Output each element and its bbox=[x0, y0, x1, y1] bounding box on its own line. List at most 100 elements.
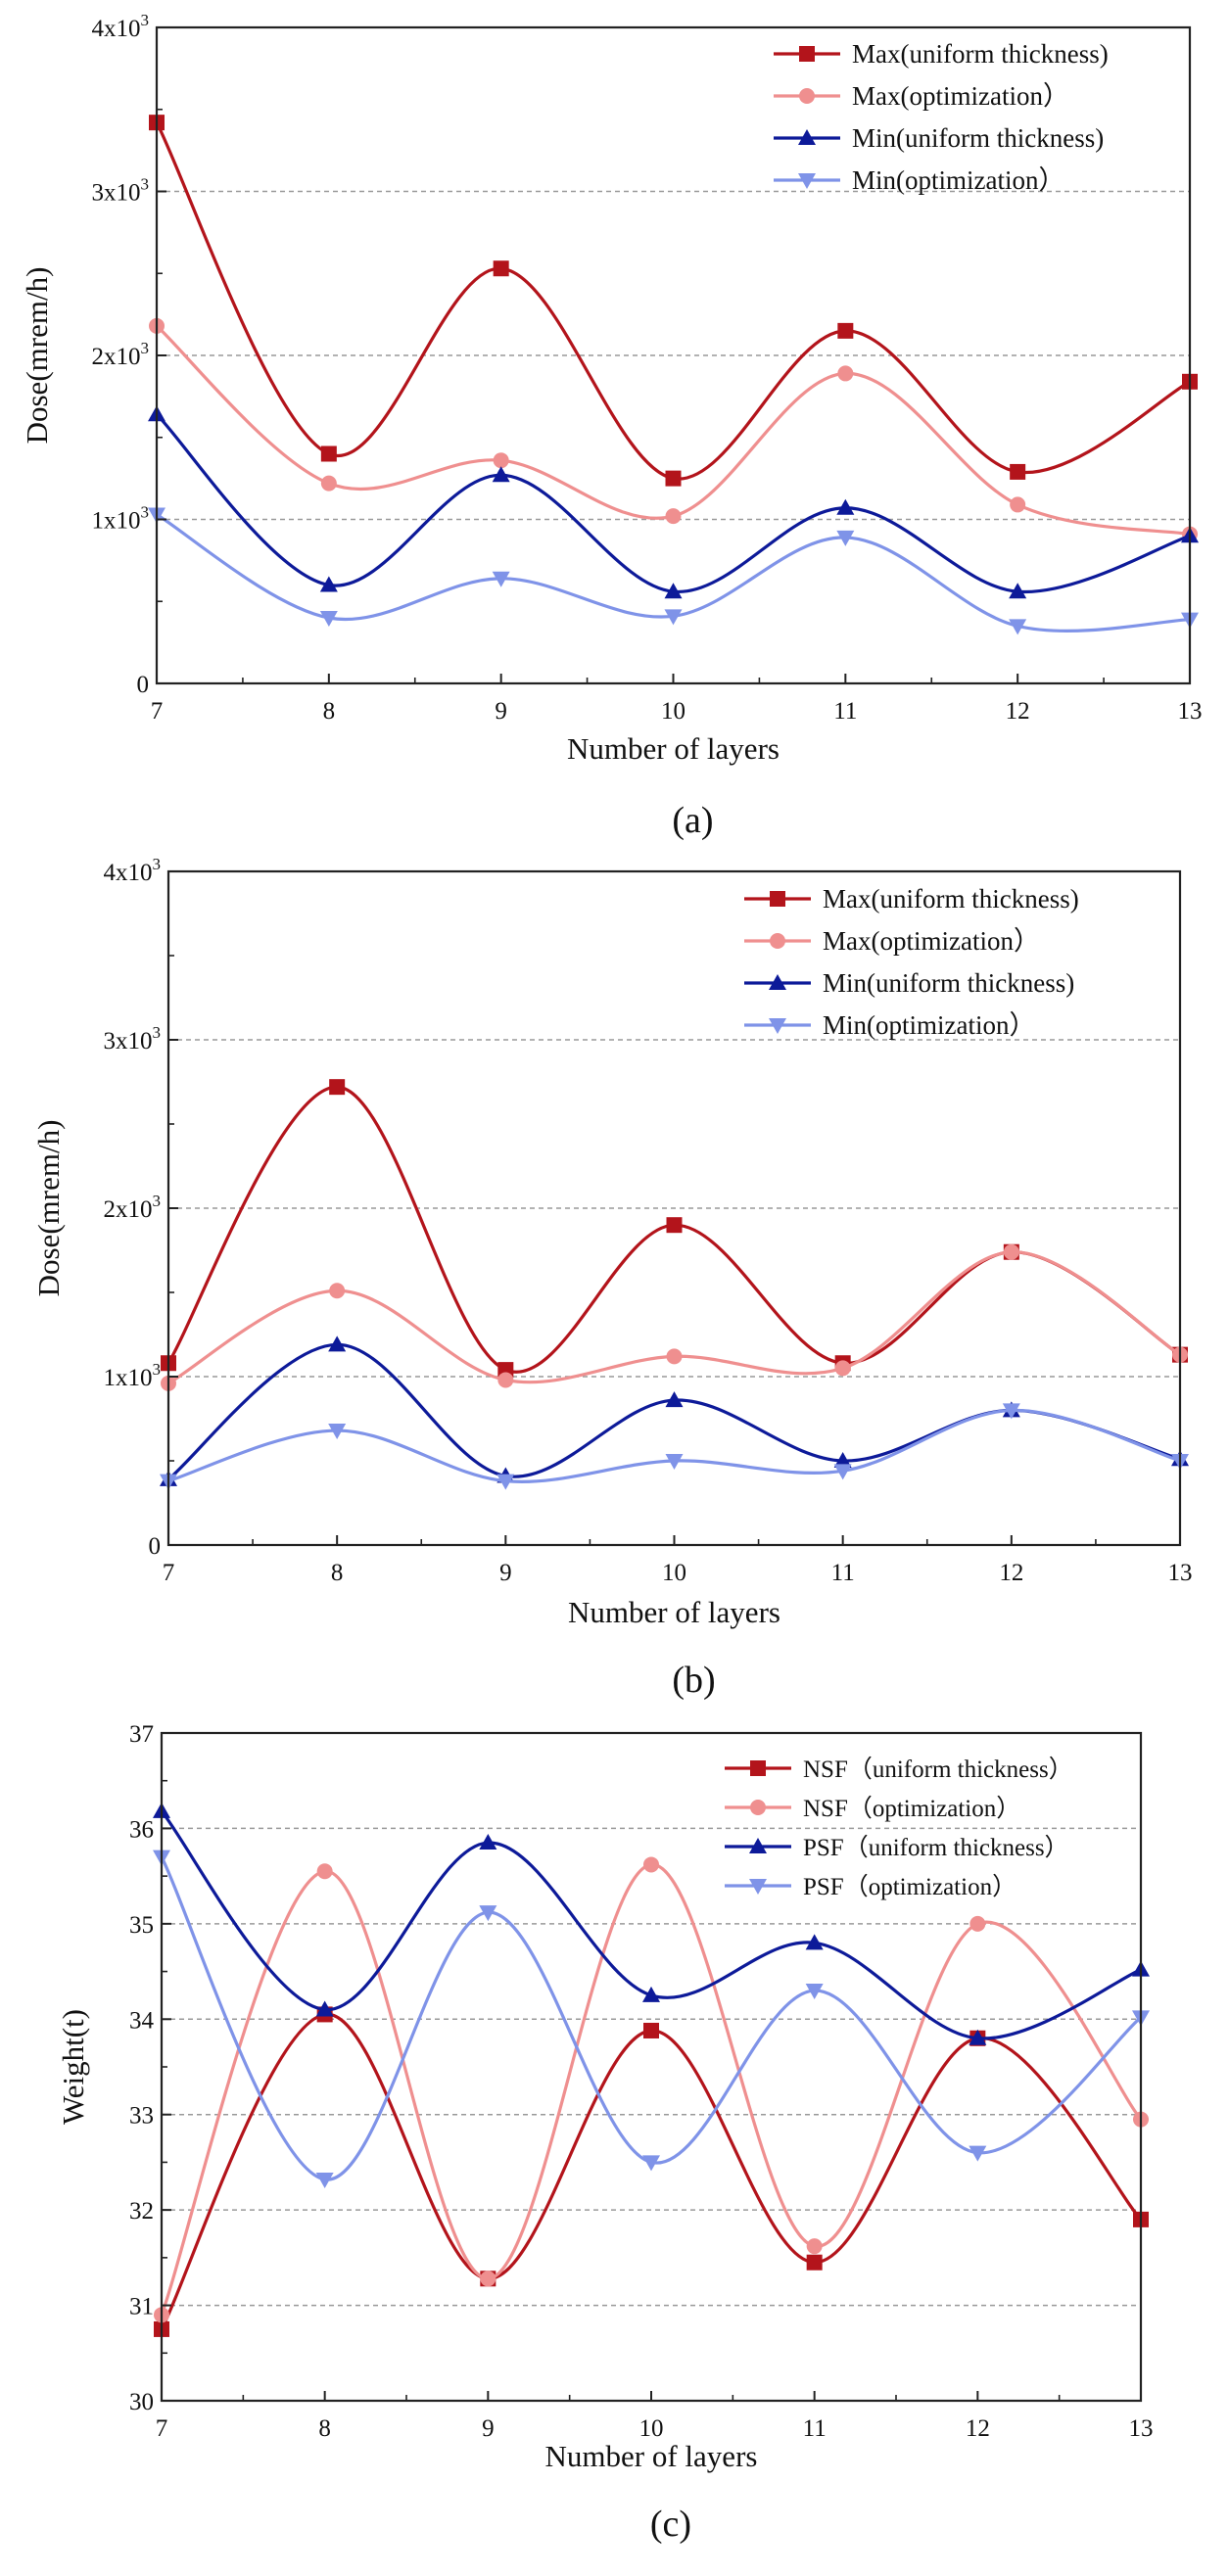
x-tick-label: 9 bbox=[499, 1560, 512, 1586]
data-point bbox=[328, 1424, 347, 1440]
data-point bbox=[834, 1360, 851, 1377]
x-tick-label: 8 bbox=[331, 1560, 344, 1586]
y-tick-label: 32 bbox=[129, 2198, 154, 2225]
legend-item-3: Min(uniform thickness) bbox=[744, 968, 1074, 998]
data-point bbox=[1002, 1403, 1020, 1420]
data-point bbox=[666, 1348, 683, 1365]
legend-swatch-marker bbox=[770, 933, 785, 949]
data-point bbox=[643, 1856, 659, 1873]
legend-label: Max(optimization） bbox=[852, 81, 1069, 111]
legend-label: Min(optimization） bbox=[852, 165, 1064, 195]
data-point bbox=[479, 1905, 497, 1922]
legend-item-2: NSF（optimization） bbox=[725, 1795, 1020, 1822]
x-tick-label: 8 bbox=[323, 698, 336, 725]
legend-swatch-marker bbox=[799, 88, 815, 104]
x-tick-label: 13 bbox=[1178, 698, 1203, 725]
data-point bbox=[837, 322, 854, 339]
data-point bbox=[328, 1335, 347, 1352]
legend-item-2: Max(optimization） bbox=[744, 926, 1040, 956]
data-point bbox=[969, 2029, 987, 2045]
plot-frame bbox=[160, 1731, 1143, 2403]
legend-swatch-marker bbox=[749, 1879, 767, 1895]
y-tick-label: 35 bbox=[129, 1912, 154, 1939]
legend-item-1: Max(uniform thickness) bbox=[744, 884, 1079, 913]
x-tick-label: 11 bbox=[831, 1560, 855, 1586]
x-tick-label: 12 bbox=[1006, 698, 1030, 725]
series-line-2 bbox=[160, 1862, 1143, 2316]
y-tick-label: 3x103 bbox=[104, 1023, 162, 1054]
data-point bbox=[479, 1834, 497, 1850]
legend-label: NSF（uniform thickness） bbox=[803, 1756, 1073, 1783]
data-point bbox=[496, 1474, 515, 1490]
y-tick-label: 1x103 bbox=[92, 503, 150, 535]
data-point bbox=[836, 498, 855, 515]
series-line-4 bbox=[160, 1855, 1143, 2181]
legend-label: Max(uniform thickness) bbox=[852, 39, 1109, 69]
y-tick-label: 1x103 bbox=[104, 1360, 162, 1391]
data-point bbox=[833, 1464, 852, 1480]
data-point bbox=[664, 583, 683, 599]
x-tick-label: 13 bbox=[1168, 1560, 1193, 1586]
x-tick-label: 7 bbox=[163, 1560, 175, 1586]
figure-caption: (a) bbox=[672, 800, 713, 841]
data-point bbox=[320, 475, 337, 492]
x-axis-label: Number of layers bbox=[568, 1595, 780, 1629]
data-point bbox=[320, 445, 337, 462]
data-point bbox=[497, 1372, 514, 1388]
y-tick-label: 33 bbox=[129, 2103, 154, 2130]
legend-label: Max(uniform thickness) bbox=[823, 884, 1079, 913]
chart-a: 7 8 9 10 11 12 13 0 1x103 2x103 3x103 4x103 Number o… bbox=[20, 11, 1203, 841]
x-tick-label: 7 bbox=[156, 2415, 168, 2442]
legend-label: PSF（optimization） bbox=[803, 1873, 1016, 1900]
data-point bbox=[1009, 583, 1027, 599]
legend-swatch-marker bbox=[770, 891, 785, 907]
y-tick-label: 31 bbox=[129, 2294, 154, 2320]
x-tick-label: 13 bbox=[1129, 2415, 1154, 2442]
legend-label: NSF（optimization） bbox=[803, 1795, 1020, 1822]
y-axis-label: Weight(t) bbox=[56, 2009, 90, 2125]
legend-label: PSF（uniform thickness） bbox=[803, 1834, 1069, 1861]
data-point bbox=[315, 2172, 334, 2188]
data-point bbox=[665, 470, 682, 487]
legend-swatch-marker bbox=[799, 46, 815, 62]
figure-caption: (b) bbox=[672, 1660, 715, 1701]
data-point bbox=[665, 1391, 684, 1408]
y-tick-label: 4x103 bbox=[92, 11, 150, 42]
series-line-1 bbox=[155, 121, 1191, 481]
data-point bbox=[805, 1934, 824, 1950]
data-point bbox=[665, 508, 682, 525]
legend-item-1: Max(uniform thickness) bbox=[774, 39, 1109, 69]
x-tick-label: 9 bbox=[482, 2415, 495, 2442]
data-point bbox=[319, 611, 338, 627]
legend-swatch-marker bbox=[750, 1760, 766, 1776]
data-point bbox=[642, 2155, 660, 2172]
x-tick-label: 12 bbox=[999, 1560, 1023, 1586]
x-tick-label: 8 bbox=[318, 2415, 331, 2442]
x-tick-label: 7 bbox=[151, 698, 164, 725]
y-axis-label: Dose(mrem/h) bbox=[20, 267, 54, 445]
data-point bbox=[1009, 619, 1027, 635]
legend-swatch-marker bbox=[798, 129, 816, 145]
data-point bbox=[1010, 496, 1026, 513]
legend-item-4: Min(optimization） bbox=[774, 165, 1064, 195]
legend-swatch-marker bbox=[750, 1800, 766, 1815]
series-line-2 bbox=[155, 324, 1191, 537]
legend-item-3: Min(uniform thickness) bbox=[774, 123, 1104, 153]
y-tick-label: 0 bbox=[137, 672, 150, 698]
data-point bbox=[316, 1863, 333, 1880]
y-axis-label: Dose(mrem/h) bbox=[31, 1120, 66, 1297]
legend: Max(uniform thickness) Max(optimization） M… bbox=[774, 39, 1109, 195]
x-axis-label: Number of layers bbox=[545, 2439, 758, 2473]
legend-item-4: Min(optimization） bbox=[744, 1010, 1035, 1040]
x-tick-label: 10 bbox=[661, 698, 685, 725]
x-tick-label: 10 bbox=[639, 2415, 664, 2442]
y-tick-label: 34 bbox=[129, 2007, 155, 2034]
legend-item-3: PSF（uniform thickness） bbox=[725, 1834, 1069, 1861]
data-point bbox=[329, 1079, 346, 1096]
data-point bbox=[492, 466, 510, 483]
data-point bbox=[969, 1915, 986, 1932]
y-tick-label: 37 bbox=[129, 1721, 154, 1748]
data-point bbox=[315, 2000, 334, 2017]
data-point bbox=[805, 1984, 824, 2000]
